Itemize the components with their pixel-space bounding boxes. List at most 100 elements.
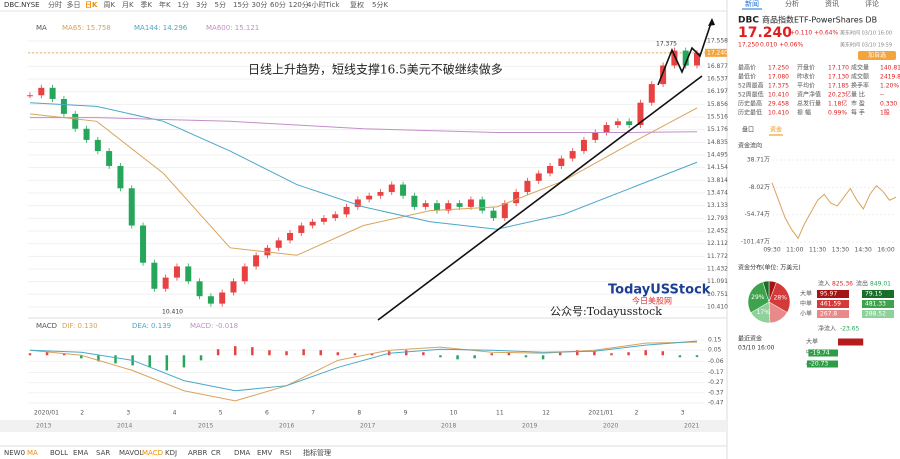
- period-tab[interactable]: 15分: [233, 0, 249, 9]
- in-value: 267.8: [820, 311, 837, 318]
- candle: [660, 65, 667, 85]
- candle: [253, 255, 260, 267]
- stat-value: 20.23亿: [828, 91, 851, 99]
- stat-label: 总发行量: [797, 100, 821, 108]
- year-label: 2016: [279, 423, 294, 430]
- indicator-tab[interactable]: NEW0: [4, 449, 25, 457]
- candle: [343, 206, 350, 215]
- candle: [637, 102, 644, 126]
- macd-label: MACD: [36, 322, 57, 330]
- year-strip: [0, 420, 727, 432]
- indicator-tab[interactable]: KDJ: [165, 449, 177, 457]
- period-tab[interactable]: 4小时: [307, 0, 325, 9]
- recent-bar: [838, 338, 864, 346]
- period-tab[interactable]: 分时: [48, 0, 62, 9]
- indicator-tab[interactable]: MA: [27, 449, 38, 457]
- y-tick-label: 14.495: [707, 151, 728, 158]
- low-label: 10.410: [162, 309, 183, 316]
- candle: [241, 266, 248, 282]
- period-tab[interactable]: 周K: [104, 1, 116, 9]
- period-tab[interactable]: 30分: [252, 0, 268, 9]
- candle: [230, 281, 237, 293]
- ma-line: [29, 107, 698, 256]
- candle: [309, 221, 316, 226]
- panel-tab[interactable]: 新闻: [745, 0, 759, 8]
- trend-line: [377, 75, 703, 321]
- candle: [422, 203, 429, 207]
- indicator-tab[interactable]: MAVOL: [119, 449, 144, 457]
- sub-tab[interactable]: 资金: [770, 126, 782, 134]
- date-label: 12: [542, 410, 550, 417]
- indicator-tab[interactable]: SAR: [96, 449, 110, 457]
- stat-label: 资产净值: [797, 91, 821, 99]
- period-tab[interactable]: 60分: [270, 0, 286, 9]
- ma-line: [29, 102, 698, 230]
- flow-x: 11:00: [786, 247, 803, 254]
- y-tick-label: 14.835: [707, 139, 728, 146]
- stat-label: 52周最高: [738, 82, 764, 90]
- indicator-tab[interactable]: EMV: [257, 449, 272, 457]
- macd-tick-label: 0.05: [708, 347, 722, 354]
- y-tick-label: 16.537: [707, 75, 728, 82]
- indicator-tab[interactable]: BOLL: [50, 449, 68, 457]
- watermark-wechat: 公众号:Todayusstock: [550, 305, 662, 318]
- candle: [185, 266, 192, 282]
- flow-x: 13:30: [832, 247, 849, 254]
- period-tab[interactable]: 日K: [85, 1, 98, 9]
- annotation: 日线上升趋势，短线支撑16.5美元不破继续做多: [248, 62, 503, 77]
- price-tag: [705, 48, 727, 57]
- period-tab[interactable]: 年K: [159, 0, 171, 9]
- date-label: 11: [496, 410, 504, 417]
- y-tick-label: 13.133: [707, 202, 728, 209]
- recent-bar: [806, 360, 838, 368]
- candle: [377, 192, 384, 196]
- candle: [128, 188, 135, 226]
- macd-tick-label: -0.47: [708, 399, 724, 406]
- period-tab[interactable]: 多日: [67, 0, 81, 9]
- out-box: [862, 310, 894, 318]
- candle: [535, 173, 542, 181]
- candle: [83, 128, 90, 140]
- period-tab[interactable]: 月K: [122, 1, 134, 9]
- date-label: 3: [126, 410, 130, 417]
- candle: [558, 158, 565, 166]
- quote-code: DBC: [738, 16, 759, 26]
- panel-tab[interactable]: 分析: [785, 0, 799, 8]
- indicator-tab[interactable]: ARBR: [188, 449, 207, 457]
- stat-label: 开盘价: [797, 64, 815, 72]
- pie-wedge: [747, 281, 770, 314]
- row-name: 小单: [800, 310, 812, 318]
- period-tab[interactable]: 3分: [196, 0, 207, 9]
- indicator-tab[interactable]: RSI: [280, 449, 291, 457]
- panel-tab[interactable]: 评论: [865, 0, 879, 8]
- ma-label: MA144: 14.296: [134, 24, 188, 32]
- stat-label: 52周最低: [738, 91, 764, 99]
- indicator-tab[interactable]: EMA: [73, 449, 88, 457]
- year-label: 2017: [360, 423, 375, 430]
- net-value: -23.65: [840, 326, 860, 333]
- indicator-tab[interactable]: DMA: [234, 449, 250, 457]
- indicator-tab[interactable]: CR: [211, 449, 221, 457]
- indicator-tab[interactable]: 指标管理: [303, 448, 331, 457]
- period-tab[interactable]: 季K: [141, 0, 153, 9]
- panel-tab[interactable]: 资讯: [825, 0, 839, 8]
- ma-title: MA: [36, 24, 47, 32]
- period-tab[interactable]: 5分: [215, 0, 226, 9]
- period-tab[interactable]: 120分: [289, 0, 309, 9]
- candle: [592, 132, 599, 140]
- indicator-tab[interactable]: MACD: [142, 449, 163, 457]
- flow-line: [771, 182, 897, 240]
- period-tab[interactable]: Tick: [325, 1, 341, 9]
- sub-tab[interactable]: 盘口: [742, 126, 754, 134]
- candle: [298, 225, 305, 233]
- flow-title: 资金流向: [738, 142, 762, 150]
- year-label: 2018: [441, 423, 456, 430]
- period-tab[interactable]: 1分: [178, 0, 189, 9]
- stat-label: 量 比: [851, 91, 865, 99]
- out-box: [862, 290, 894, 298]
- add-button[interactable]: [858, 51, 896, 60]
- stat-value: 17.375: [768, 83, 789, 90]
- flow-tick: 38.71万: [747, 157, 770, 164]
- candle: [433, 203, 440, 211]
